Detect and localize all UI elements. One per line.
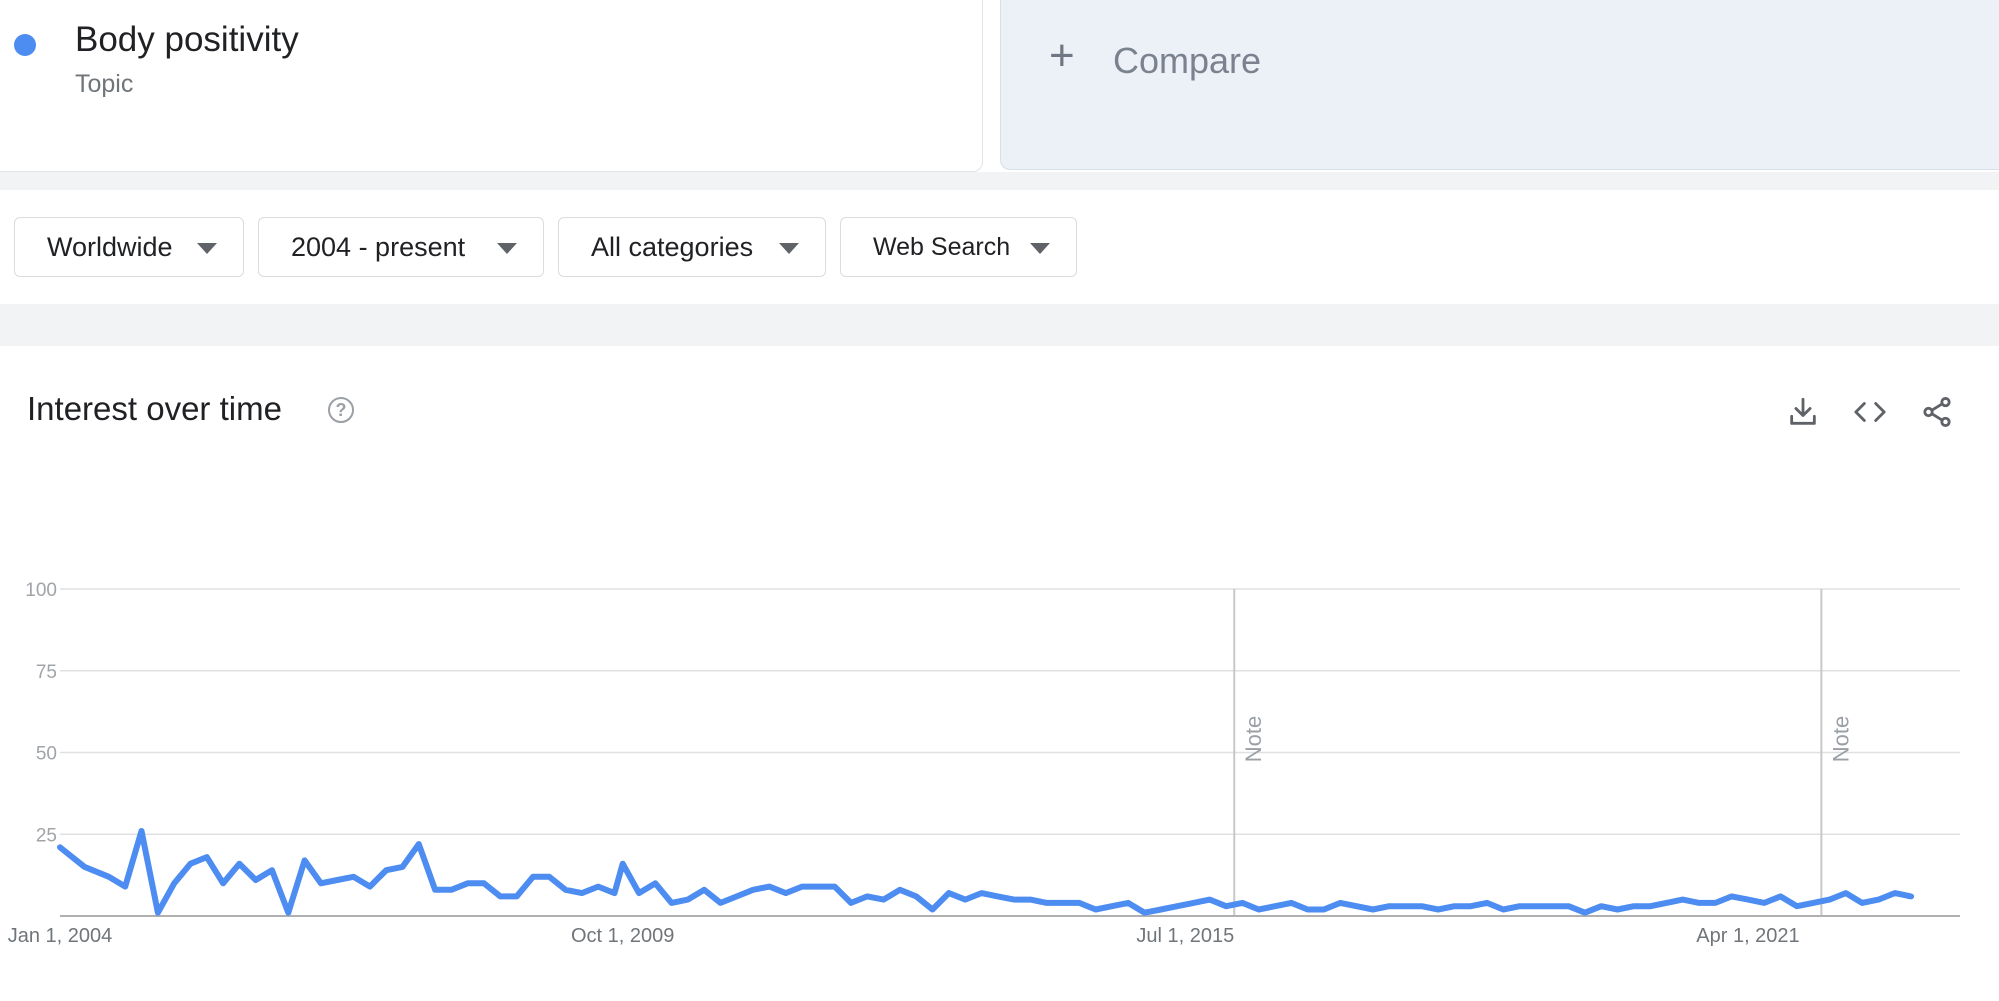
embed-code-icon[interactable] xyxy=(1853,395,1887,429)
plus-icon: + xyxy=(1049,31,1075,80)
line-chart-svg: 25 50 75 100 Note Note Jan 1, 2004 Oct 1, 2009 J… xyxy=(8,580,1960,947)
series-line xyxy=(57,828,1915,916)
note-label: Note xyxy=(1828,716,1853,762)
chevron-down-icon xyxy=(779,243,799,254)
region-filter-label: Worldwide xyxy=(47,231,173,262)
chevron-down-icon xyxy=(197,243,217,254)
compare-label: Compare xyxy=(1113,40,1262,81)
time-range-filter-label: 2004 - present xyxy=(291,231,466,262)
search-type-filter-dropdown[interactable]: Web Search xyxy=(840,217,1077,277)
share-icon[interactable] xyxy=(1920,395,1954,429)
category-filter-label: All categories xyxy=(591,231,754,262)
section-divider xyxy=(0,172,1999,190)
x-tick-label: Jan 1, 2004 xyxy=(8,925,113,947)
compare-card[interactable]: + Compare xyxy=(1000,0,1999,170)
search-term-card[interactable]: Body positivity Topic xyxy=(0,0,983,172)
filter-bar: Worldwide 2004 - present All categories … xyxy=(0,190,1999,304)
chevron-down-icon xyxy=(1030,243,1050,254)
time-range-filter-dropdown[interactable]: 2004 - present xyxy=(258,217,544,277)
region-filter-dropdown[interactable]: Worldwide xyxy=(14,217,244,277)
y-tick-label: 50 xyxy=(36,744,57,765)
y-tick-label: 100 xyxy=(25,580,57,601)
x-tick-label: Jul 1, 2015 xyxy=(1136,925,1234,947)
interest-over-time-chart: 25 50 75 100 Note Note Jan 1, 2004 Oct 1, 2009 J… xyxy=(0,560,1999,980)
x-tick-label: Oct 1, 2009 xyxy=(571,925,674,947)
category-filter-dropdown[interactable]: All categories xyxy=(558,217,826,277)
search-type-filter-label: Web Search xyxy=(873,232,1011,261)
chevron-down-icon xyxy=(497,243,517,254)
series-color-dot xyxy=(14,34,36,56)
x-tick-label: Apr 1, 2021 xyxy=(1696,925,1799,947)
y-tick-label: 75 xyxy=(36,662,57,683)
section-divider xyxy=(0,304,1999,346)
search-term-name: Body positivity xyxy=(75,20,299,59)
search-term-type: Topic xyxy=(75,70,134,98)
y-tick-label: 25 xyxy=(36,825,57,846)
chart-title: Interest over time xyxy=(27,390,282,427)
note-label: Note xyxy=(1241,716,1266,762)
download-icon[interactable] xyxy=(1786,395,1820,429)
help-icon[interactable]: ? xyxy=(328,397,354,423)
